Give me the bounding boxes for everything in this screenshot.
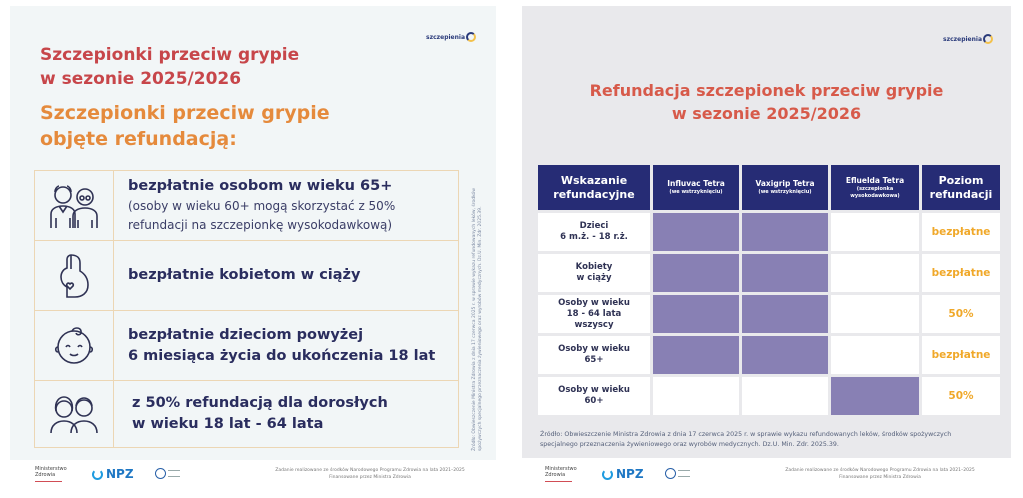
- cell-covered: [653, 336, 739, 374]
- cell-covered: [831, 377, 919, 415]
- header-influvac: Influvac Tetra (we wstrzyknięciu): [653, 165, 739, 210]
- szczepienia-logo: szczepienia: [426, 32, 476, 42]
- side-source-note: Źródło: Obwieszczenie Ministra Zdrowia z…: [472, 188, 483, 451]
- partner-logo: [155, 468, 180, 479]
- left-infographic-panel: szczepienia Szczepionki przeciw grypie w…: [10, 6, 496, 460]
- szczepienia-ring-icon: [466, 32, 476, 42]
- header-level: Poziom refundacji: [922, 165, 1000, 210]
- cell-covered: [742, 254, 828, 292]
- table-row: Osoby w wieku 60+ 50%: [538, 377, 1000, 415]
- header-vaxigrip: Vaxigrip Tetra (we wstrzyknięciu): [742, 165, 828, 210]
- table-row: Osoby w wieku 65+ bezpłatne: [538, 336, 1000, 374]
- cell-covered: [742, 213, 828, 251]
- partner-globe-icon: [665, 468, 676, 479]
- source-note: Źródło: Obwieszczenie Ministra Zdrowia z…: [540, 431, 952, 448]
- header-indication: Wskazanie refundacyjne: [538, 165, 650, 210]
- npz-swirl-icon: [92, 468, 103, 480]
- pregnant-woman-icon: [35, 241, 114, 310]
- list-item-seniors: bezpłatnie osobom w wieku 65+ (osoby w w…: [35, 171, 458, 241]
- table-row: Dzieci 6 m.ż. - 18 r.ż. bezpłatne: [538, 213, 1000, 251]
- cell-covered: [742, 295, 828, 333]
- right-infographic-panel: szczepienia Refundacja szczepionek przec…: [522, 6, 1011, 458]
- cell-empty: [742, 377, 828, 415]
- npz-swirl-icon: [602, 468, 613, 480]
- list-item-adults: z 50% refundacją dla dorosłych w wieku 1…: [35, 381, 458, 447]
- baby-face-icon: [35, 311, 114, 380]
- right-title: Refundacja szczepionek przeciw grypie w …: [589, 81, 944, 123]
- szczepienia-logo: szczepienia: [943, 34, 993, 44]
- cell-empty: [831, 295, 919, 333]
- ministry-logo: Ministerstwo Zdrowia: [545, 466, 577, 482]
- list-item-pregnant: bezpłatnie kobietom w ciąży: [35, 241, 458, 311]
- funding-note: Zadanie realizowane ze środków Narodoweg…: [785, 468, 975, 480]
- cell-covered: [653, 295, 739, 333]
- adults-icon: [35, 381, 114, 447]
- header-efluelda: Efluelda Tetra (szczepionka wysokodawkowa): [831, 165, 919, 210]
- partner-logo: [665, 468, 690, 479]
- szczepienia-ring-icon: [983, 34, 993, 44]
- left-title: Szczepionki przeciw grypie w sezonie 202…: [40, 45, 300, 89]
- left-footer: Ministerstwo Zdrowia NPZ Zadanie realizo…: [25, 464, 495, 494]
- cell-covered: [653, 254, 739, 292]
- refund-groups-list: bezpłatnie osobom w wieku 65+ (osoby w w…: [34, 170, 459, 448]
- npz-logo: NPZ: [92, 467, 134, 481]
- cell-covered: [653, 213, 739, 251]
- table-header-row: Wskazanie refundacyjne Influvac Tetra (we …: [538, 165, 1000, 210]
- elderly-couple-icon: [35, 171, 114, 240]
- cell-empty: [831, 254, 919, 292]
- funding-note: Zadanie realizowane ze środków Narodoweg…: [275, 468, 465, 480]
- table-row: Osoby w wieku 18 - 64 lata wszyscy 50%: [538, 295, 1000, 333]
- list-item-children: bezpłatnie dzieciom powyżej 6 miesiąca ż…: [35, 311, 458, 381]
- refund-table: Wskazanie refundacyjne Influvac Tetra (we …: [535, 162, 1003, 418]
- table-row: Kobiety w ciąży bezpłatne: [538, 254, 1000, 292]
- cell-covered: [742, 336, 828, 374]
- cell-empty: [653, 377, 739, 415]
- partner-globe-icon: [155, 468, 166, 479]
- cell-empty: [831, 213, 919, 251]
- ministry-logo: Ministerstwo Zdrowia: [35, 466, 67, 482]
- right-footer: Ministerstwo Zdrowia NPZ Zadanie realizo…: [535, 464, 1005, 494]
- left-subtitle: Szczepionki przeciw grypie objęte refund…: [40, 102, 330, 150]
- npz-logo: NPZ: [602, 467, 644, 481]
- cell-empty: [831, 336, 919, 374]
